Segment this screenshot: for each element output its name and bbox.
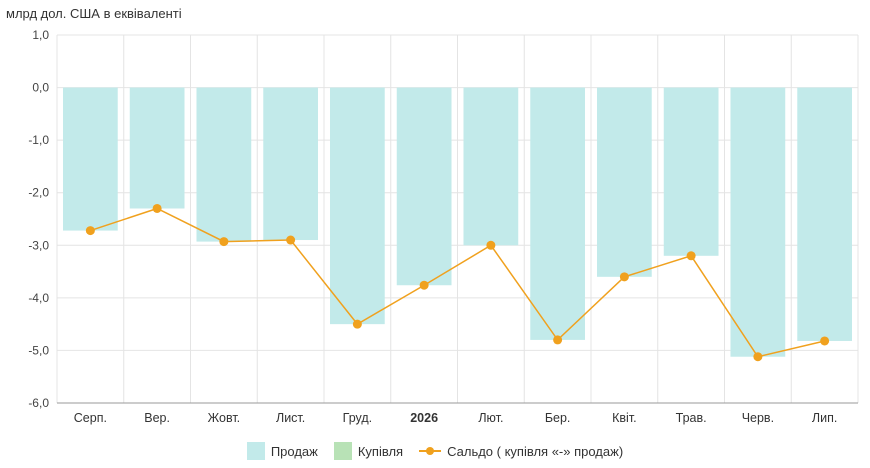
balance-point[interactable] — [753, 352, 763, 362]
bar-sales[interactable] — [196, 87, 252, 242]
balance-point[interactable] — [219, 237, 229, 247]
x-tick-label: Квіт. — [612, 411, 637, 425]
y-axis: 1,0 0,0 -1,0 -2,0 -3,0 -4,0 -5,0 -6,0 — [28, 28, 49, 410]
y-tick-label: 0,0 — [32, 81, 49, 95]
balance-point[interactable] — [152, 203, 162, 213]
x-tick-label: Жовт. — [208, 411, 241, 425]
x-tick-label: Серп. — [74, 411, 107, 425]
legend-item-sales[interactable]: Продаж — [246, 442, 318, 460]
bar-sales[interactable] — [730, 87, 786, 357]
balance-point[interactable] — [553, 335, 563, 345]
legend-swatch-sales — [246, 442, 265, 460]
bar-sales[interactable] — [129, 87, 185, 209]
x-tick-label: Лют. — [478, 411, 503, 425]
bar-sales[interactable] — [597, 87, 652, 277]
x-tick-label: Черв. — [742, 411, 774, 425]
bar-sales[interactable] — [63, 87, 118, 231]
legend-label-balance: Сальдо ( купівля «-» продаж) — [447, 443, 624, 459]
x-tick-label: Трав. — [676, 411, 707, 425]
balance-point[interactable] — [686, 251, 696, 261]
unit-label: млрд дол. США в еквіваленті — [6, 6, 182, 21]
balance-point[interactable] — [419, 280, 429, 290]
bar-sales[interactable] — [663, 87, 719, 256]
balance-line-layer — [85, 203, 830, 362]
bar-sales[interactable] — [330, 87, 385, 325]
x-tick-label: Бер. — [545, 411, 571, 425]
y-tick-label: -2,0 — [28, 186, 49, 200]
y-tick-label: -3,0 — [28, 238, 49, 252]
x-tick-label: Лип. — [812, 411, 837, 425]
legend-swatch-purchase — [333, 442, 352, 460]
legend-item-balance[interactable]: Сальдо ( купівля «-» продаж) — [419, 442, 623, 460]
balance-point[interactable] — [352, 319, 362, 329]
y-tick-label: -4,0 — [28, 291, 49, 305]
bar-sales[interactable] — [797, 87, 852, 341]
x-tick-label: Груд. — [343, 411, 372, 425]
balance-point[interactable] — [85, 226, 95, 236]
x-tick-label: Лист. — [276, 411, 305, 425]
legend-item-purchase[interactable]: Купівля — [333, 442, 404, 460]
y-tick-label: -5,0 — [28, 343, 49, 357]
balance-point[interactable] — [619, 272, 629, 282]
y-tick-label: -1,0 — [28, 133, 49, 147]
balance-chart: 1,0 0,0 -1,0 -2,0 -3,0 -4,0 -5,0 -6,0 Серп. Вер.… — [28, 28, 859, 425]
balance-point[interactable] — [286, 235, 296, 245]
bar-sales[interactable] — [396, 87, 452, 286]
legend-swatch-balance — [419, 442, 442, 460]
legend: Продаж Купівля Сальдо ( купівля «-» прод… — [0, 442, 870, 460]
x-tick-label: Вер. — [144, 411, 170, 425]
balance-point[interactable] — [820, 336, 830, 346]
x-axis: Серп. Вер. Жовт. Лист. Груд. 2026 Лют. Бер. Квіт… — [74, 411, 838, 425]
balance-line — [90, 207, 825, 358]
legend-label-purchase: Купівля — [357, 443, 404, 459]
x-tick-label: 2026 — [410, 411, 438, 425]
y-tick-label: -6,0 — [28, 396, 49, 410]
bar-sales[interactable] — [530, 87, 585, 340]
bar-sales[interactable] — [263, 87, 318, 241]
y-tick-label: 1,0 — [32, 28, 49, 42]
balance-point[interactable] — [486, 240, 496, 250]
bars-layer — [63, 87, 852, 357]
bar-sales[interactable] — [463, 87, 519, 246]
legend-label-sales: Продаж — [270, 443, 318, 459]
